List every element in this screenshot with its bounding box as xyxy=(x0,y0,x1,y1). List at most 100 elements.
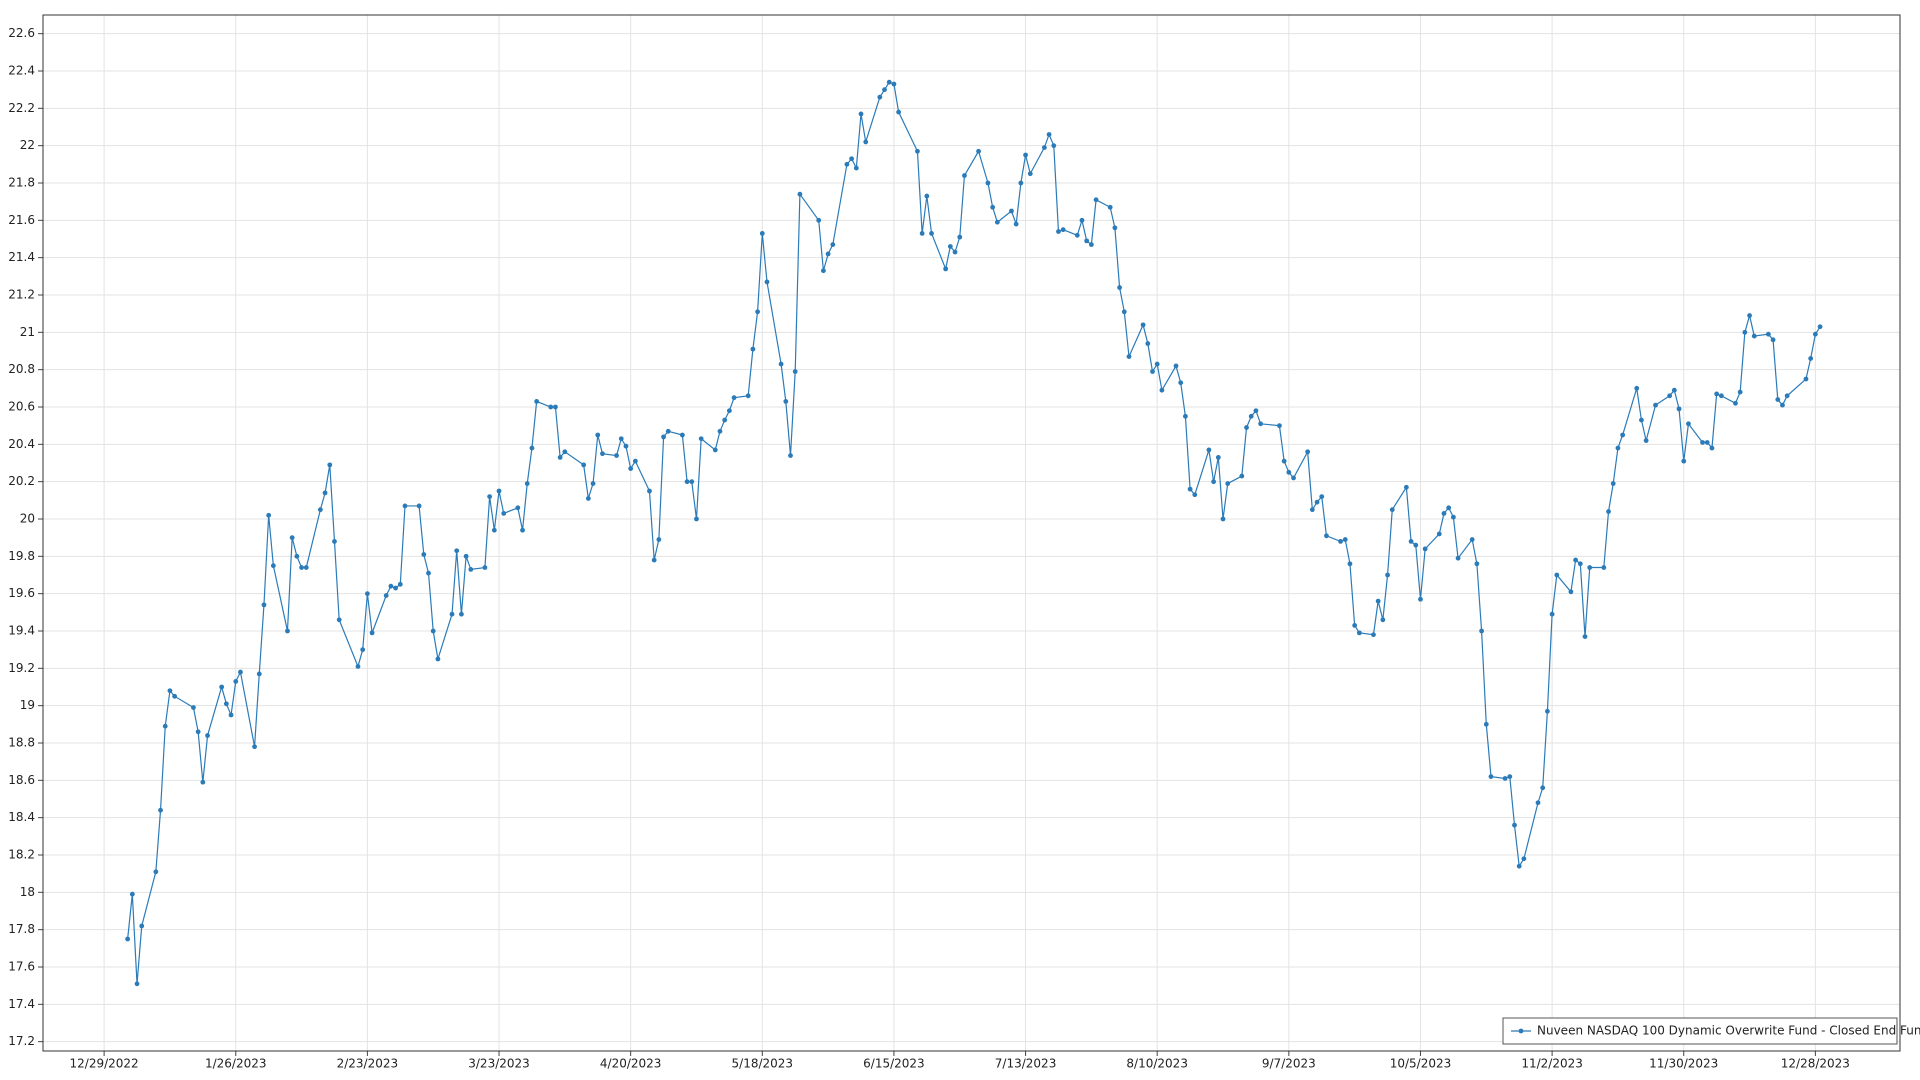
x-tick-label: 12/28/2023 xyxy=(1781,1057,1850,1071)
data-point xyxy=(661,434,666,440)
data-point xyxy=(1220,516,1226,522)
data-point xyxy=(1441,511,1447,516)
data-point xyxy=(1601,565,1607,570)
x-tick-label: 5/18/2023 xyxy=(732,1057,794,1071)
data-point xyxy=(778,361,784,367)
y-tick-label: 21.8 xyxy=(8,176,35,190)
data-point xyxy=(717,428,723,434)
data-point xyxy=(1671,387,1677,393)
data-point xyxy=(421,552,427,557)
data-point xyxy=(383,593,389,598)
data-point xyxy=(929,231,934,236)
data-point xyxy=(1389,507,1395,513)
data-point xyxy=(1248,413,1254,419)
data-point xyxy=(947,244,953,249)
data-point xyxy=(1192,492,1198,498)
data-point xyxy=(896,109,902,115)
data-point xyxy=(844,161,850,167)
y-tick-label: 20.2 xyxy=(8,474,35,488)
x-tick-label: 11/2/2023 xyxy=(1521,1057,1583,1071)
y-tick-label: 21.6 xyxy=(8,213,35,227)
data-point xyxy=(252,744,257,750)
data-point xyxy=(990,204,996,210)
x-tick-label: 8/10/2023 xyxy=(1126,1057,1188,1071)
data-point xyxy=(1319,494,1325,499)
data-point xyxy=(238,669,243,675)
x-tick-label: 2/23/2023 xyxy=(337,1057,399,1071)
data-point xyxy=(388,583,394,589)
data-point xyxy=(482,565,488,570)
data-point xyxy=(1512,822,1517,828)
data-point xyxy=(853,165,859,171)
data-point xyxy=(557,455,563,460)
data-point xyxy=(355,664,361,669)
data-point xyxy=(994,219,1000,225)
data-point xyxy=(520,527,525,533)
data-point xyxy=(299,565,304,570)
data-point xyxy=(1338,539,1343,544)
x-tick-label: 7/13/2023 xyxy=(995,1057,1057,1071)
data-point xyxy=(1126,354,1132,359)
data-point xyxy=(1573,557,1579,563)
data-point xyxy=(435,656,441,662)
legend-marker xyxy=(1518,1028,1524,1034)
data-point xyxy=(1577,561,1583,567)
data-point xyxy=(167,688,173,694)
y-tick-label: 17.8 xyxy=(8,922,35,936)
data-point xyxy=(1709,445,1715,451)
y-tick-label: 21.4 xyxy=(8,250,35,264)
data-point xyxy=(943,266,949,272)
data-point xyxy=(1747,313,1752,318)
data-point xyxy=(1112,225,1118,231)
data-point xyxy=(1121,309,1127,315)
y-tick-label: 21.2 xyxy=(8,288,35,302)
y-tick-label: 21 xyxy=(20,325,35,339)
data-point xyxy=(1568,589,1574,595)
data-point xyxy=(1215,455,1221,460)
data-point xyxy=(1084,238,1090,244)
data-point xyxy=(1375,598,1381,604)
data-point xyxy=(1446,505,1452,511)
data-point xyxy=(1117,285,1122,290)
data-point xyxy=(496,488,502,494)
data-point xyxy=(459,611,464,617)
data-point xyxy=(1286,469,1292,475)
data-point xyxy=(1653,402,1658,408)
y-tick-label: 18.8 xyxy=(8,736,35,750)
data-point xyxy=(1380,617,1386,623)
data-point xyxy=(886,79,892,85)
data-point xyxy=(289,535,295,541)
y-tick-label: 22.4 xyxy=(8,64,35,78)
data-point xyxy=(1545,708,1550,714)
data-point xyxy=(1714,391,1720,397)
data-point xyxy=(1418,596,1423,602)
data-point xyxy=(1150,369,1155,374)
x-tick-label: 9/7/2023 xyxy=(1262,1057,1316,1071)
y-tick-label: 17.2 xyxy=(8,1034,35,1048)
data-point xyxy=(614,453,619,458)
data-point xyxy=(957,234,963,240)
data-point xyxy=(195,729,201,735)
data-point xyxy=(1018,180,1024,186)
data-point xyxy=(1107,204,1113,210)
data-point xyxy=(1277,423,1282,429)
data-point xyxy=(731,395,737,401)
y-tick-label: 18.4 xyxy=(8,810,35,824)
data-point xyxy=(665,428,671,434)
data-point xyxy=(750,346,756,352)
data-point xyxy=(1817,324,1823,330)
data-point xyxy=(628,466,634,471)
data-point xyxy=(797,191,803,197)
data-point xyxy=(426,570,431,576)
data-point xyxy=(882,87,887,93)
y-tick-label: 20.4 xyxy=(8,437,35,451)
data-point xyxy=(1784,393,1790,399)
legend-label: Nuveen NASDAQ 100 Dynamic Overwrite Fund… xyxy=(1537,1024,1920,1038)
data-point xyxy=(618,436,624,442)
data-point xyxy=(139,923,145,929)
data-point xyxy=(1211,479,1217,485)
data-point xyxy=(1009,208,1014,214)
data-point xyxy=(1056,229,1061,234)
data-point xyxy=(158,807,163,813)
